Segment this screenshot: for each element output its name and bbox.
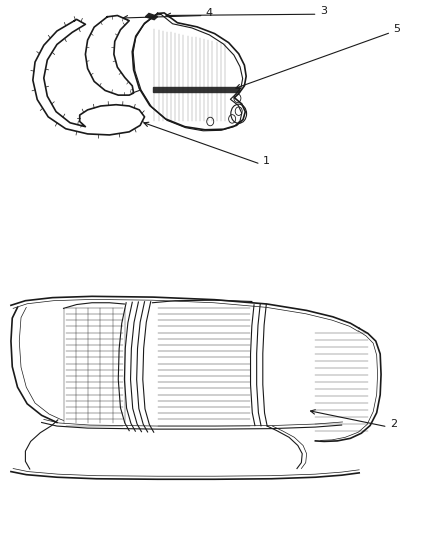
Text: 5: 5 [393, 25, 400, 34]
Text: 2: 2 [390, 419, 397, 429]
Text: 3: 3 [320, 6, 327, 16]
Text: 1: 1 [263, 156, 270, 166]
Polygon shape [145, 13, 158, 20]
Text: 4: 4 [206, 7, 213, 18]
Polygon shape [153, 87, 239, 92]
